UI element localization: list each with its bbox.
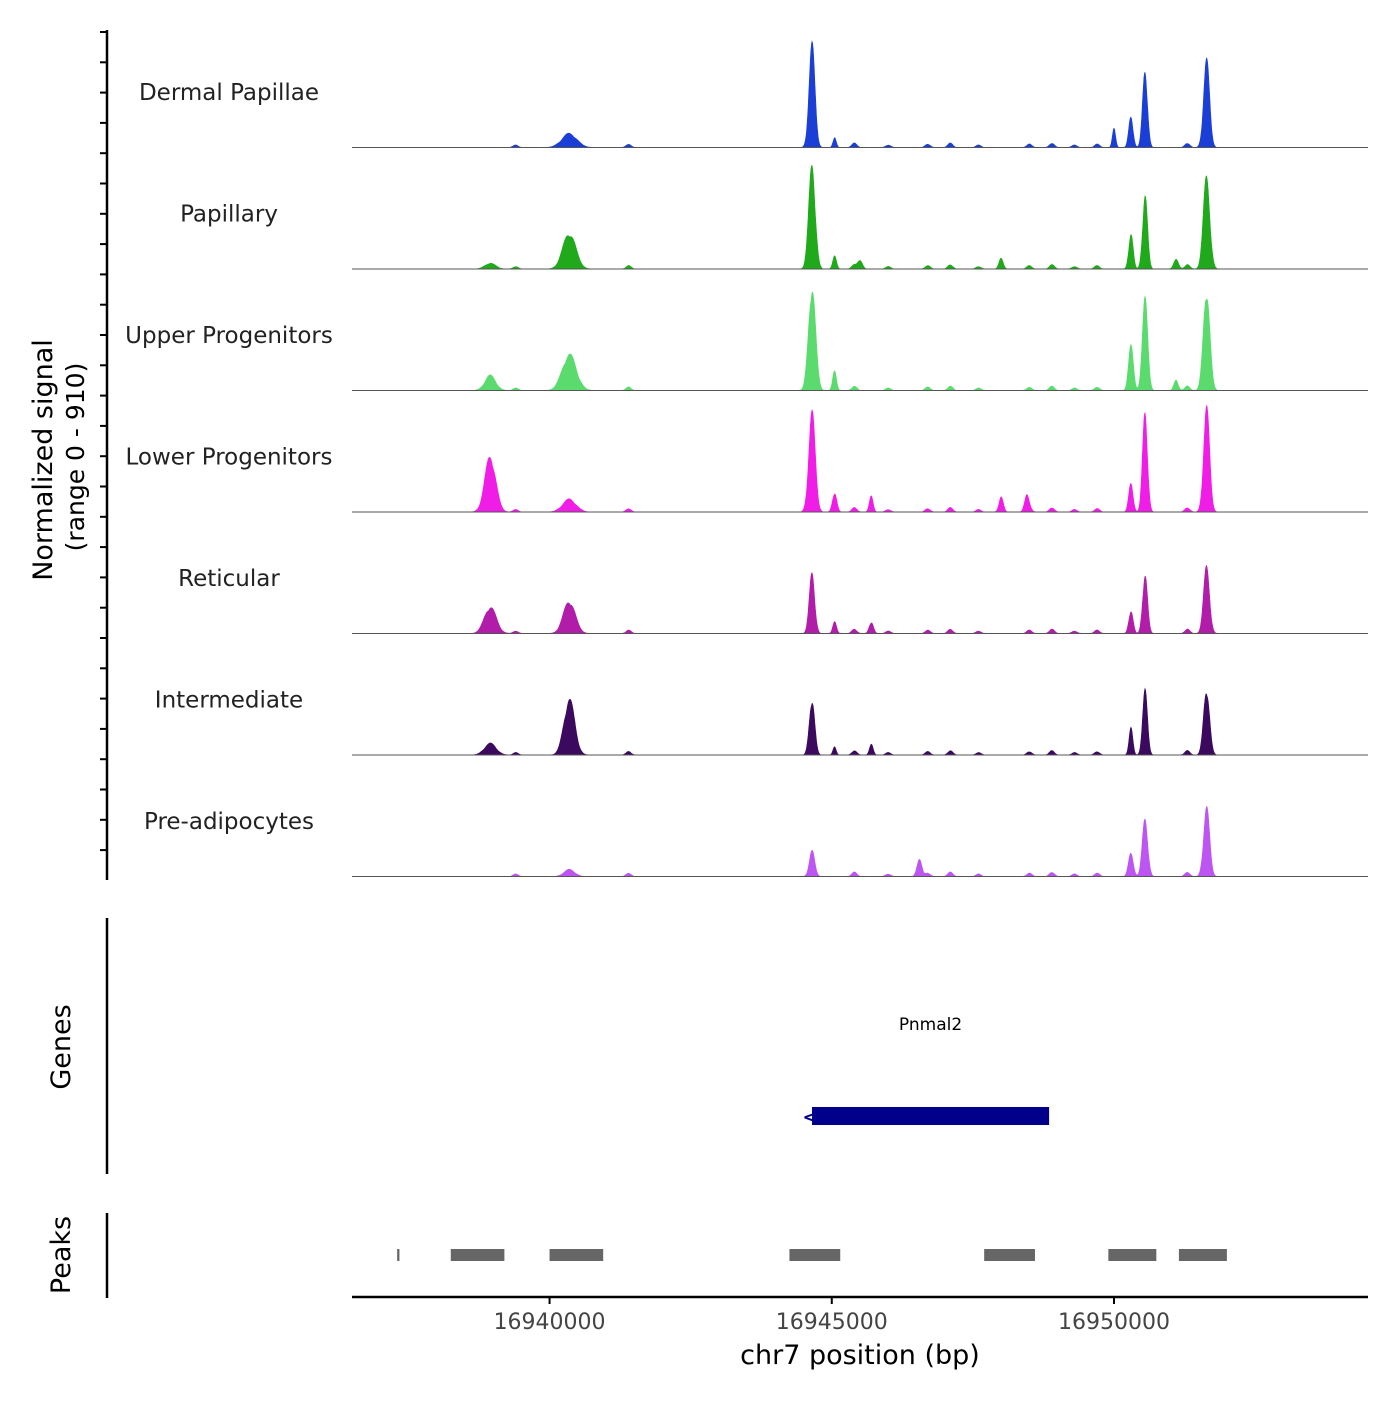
y-axis-title-line1: Normalized signal [28,339,59,581]
track-upper-progenitors: Upper Progenitors [125,291,1368,391]
genes-track: Pnmal2 < [802,1015,1050,1128]
x-axis-ticks: 16940000 16945000 16950000 [494,1297,1170,1335]
track-lower-progenitors: Lower Progenitors [126,404,1368,513]
track-papillary: Papillary [180,165,1368,270]
gene-body-pnmal2 [812,1107,1050,1125]
track-label: Papillary [180,202,278,228]
genes-track-label: Genes [46,1004,77,1089]
track-reticular: Reticular [178,564,1368,634]
track-label: Lower Progenitors [126,445,333,471]
coverage-area [436,687,1281,756]
peak-region [789,1249,841,1261]
x-axis-title: chr7 position (bp) [740,1340,980,1371]
coverage-area [436,404,1281,513]
gene-label-pnmal2: Pnmal2 [899,1015,962,1035]
x-tick-label: 16950000 [1058,1310,1170,1335]
peak-region [1178,1249,1227,1261]
gene-strand-arrow: < [802,1107,817,1128]
track-pre-adipocytes: Pre-adipocytes [144,805,1368,877]
coverage-area [436,291,1281,391]
coverage-area [436,805,1281,877]
track-dermal-papillae: Dermal Papillae [139,40,1368,148]
coverage-area [436,564,1281,634]
track-label: Upper Progenitors [125,323,333,349]
coverage-area [436,40,1281,148]
x-tick-label: 16945000 [776,1310,888,1335]
peak-region [397,1249,400,1261]
coverage-tracks: Dermal Papillae Papillary Upper Progenitor… [125,40,1368,877]
peak-region [549,1249,604,1261]
track-label: Dermal Papillae [139,80,319,106]
track-label: Intermediate [155,688,303,714]
peaks-track-label: Peaks [46,1216,77,1294]
peak-region [1108,1249,1157,1261]
peak-region [984,1249,1035,1261]
peaks-track [397,1249,1227,1261]
track-label: Pre-adipocytes [144,809,314,835]
track-label: Reticular [178,566,280,592]
signal-y-axis-ticks [100,31,107,852]
peak-region [450,1249,505,1261]
y-axis-title-line2: (range 0 - 910) [61,363,90,552]
coverage-area [436,165,1281,270]
track-intermediate: Intermediate [155,688,1368,756]
x-tick-label: 16940000 [494,1310,606,1335]
